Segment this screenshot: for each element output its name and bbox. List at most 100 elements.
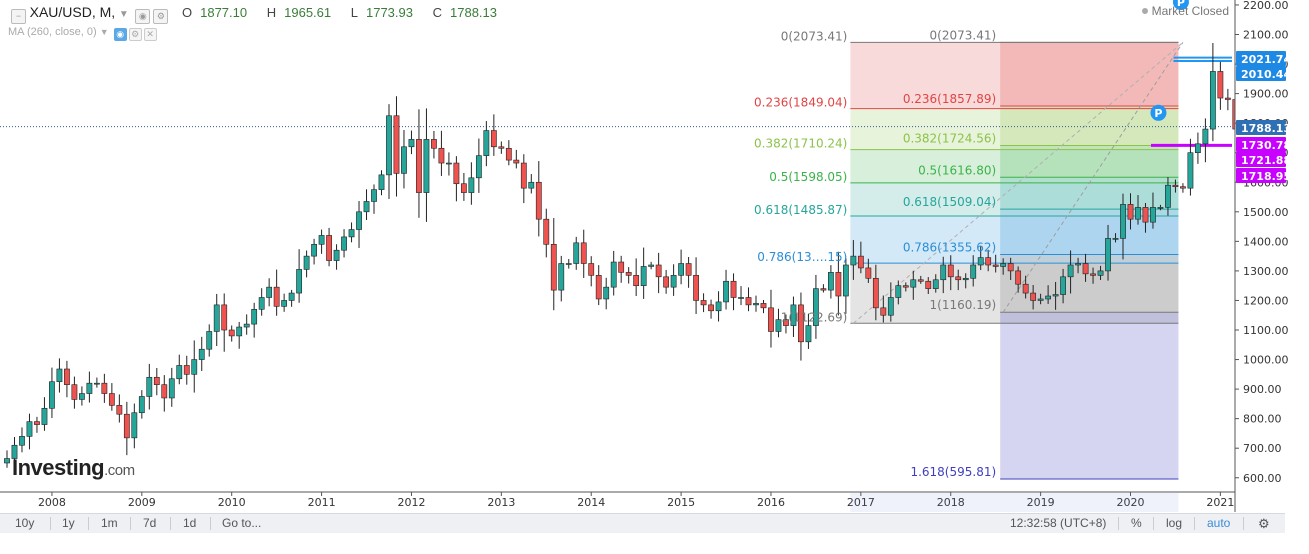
price-badge-label: 1718.95 [1241,170,1291,183]
fib-right-label: 1.618(595.81) [910,465,996,479]
price-badge [1236,120,1286,135]
chevron-down-icon[interactable]: ▼ [99,27,109,37]
candle-body [842,264,849,297]
axes: 600.00 700.00 800.00 900.00 1000.00 1100.00 12… [0,0,1309,512]
candle-body [790,304,797,326]
fib-right-label: 0.5(1616.80) [918,163,996,177]
candle-body [775,319,782,332]
candle-body [1202,128,1209,145]
candle-body [610,261,617,288]
price-badge-label: 1721.88 [1241,154,1291,167]
price-badge [1236,51,1286,66]
chart-legend: − XAU/USD, M, ▼ ◉ ⚙ O 1877.10 H 1965.61 L 17… [8,4,513,24]
candle-body [588,263,595,276]
candle-body [49,381,55,409]
price-badge-label: 2010.44 [1241,68,1291,81]
candle-body [1067,264,1074,278]
candle-body [1165,184,1171,208]
candle-body [962,277,969,281]
fib-left-label: 0.786(13….15) [757,250,847,264]
candle-body [19,436,25,446]
time-tick-label: 2015 [667,496,695,509]
close-icon[interactable]: ✕ [143,28,157,41]
settings-icon[interactable]: ⚙ [153,9,169,24]
time-tick-label: 2018 [937,496,965,509]
gear-icon[interactable]: ⚙ [128,28,142,41]
candle-body [416,139,422,193]
fib-trend-line [853,41,1184,324]
log-toggle[interactable]: log [1166,516,1183,530]
candle-body [86,382,93,394]
divider [170,517,171,530]
market-status: Market Closed [1141,4,1229,18]
goto-button[interactable]: Go to... [222,516,262,530]
candle-body [131,412,138,439]
fib-left-band [850,108,1179,150]
candle-body [910,279,917,288]
candle-body [1015,270,1022,285]
timeframe-10y[interactable]: 10y [15,516,35,530]
candle-body [1037,298,1044,301]
chevron-down-icon[interactable]: ▼ [118,9,129,20]
fib-right-band [1000,106,1179,146]
price-axis-bg [1235,0,1309,512]
collapse-icon[interactable]: − [11,9,26,24]
timeframe-1y[interactable]: 1y [62,516,75,530]
divider [1153,517,1154,530]
price-badge-label: 2021.74 [1241,53,1291,66]
candle-body [932,279,939,289]
candle-body [917,279,924,282]
candle-body [1045,295,1052,300]
candle-body [745,297,752,306]
candle-body [670,275,677,288]
divider [130,517,131,530]
candle-body [266,286,273,298]
percent-toggle[interactable]: % [1131,516,1142,530]
candle-body [1172,184,1179,187]
clock[interactable]: 12:32:58 (UTC+8) [1010,516,1107,530]
candle-body [708,304,714,312]
indicator-label[interactable]: MA (260, close, 0) [8,26,97,38]
time-tick-label: 2008 [38,496,66,509]
fib-right-label: 0.236(1857.89) [903,92,996,106]
candle-body [678,263,684,276]
indicator-legend: MA (260, close, 0) ▼ ◉ ⚙ ✕ [8,26,157,41]
gear-icon[interactable]: ⚙ [1258,516,1270,531]
fib-left-label: 0.5(1598.05) [769,170,847,184]
fib-bands [850,42,1179,479]
candle-body [79,393,85,400]
timeframe-1m[interactable]: 1m [101,516,118,530]
fib-right-label: 0.618(1509.04) [903,195,996,209]
candle-body [730,280,737,298]
candle-body [865,267,872,279]
candle-body [371,189,377,202]
candle-body [191,359,198,375]
candle-body [1007,263,1014,272]
fib-right-band [1000,254,1179,313]
candle-body [146,376,153,397]
market-status-label: Market Closed [1151,4,1229,18]
candle-body [640,266,647,286]
fib-left-band [850,42,1179,109]
candle-body [243,323,250,328]
candle-body [363,201,370,213]
fib-left-label: 0.618(1485.87) [754,203,847,217]
fib-right-band [1000,145,1179,178]
eye-icon[interactable]: ◉ [135,9,151,24]
eye-icon[interactable]: ◉ [113,28,127,41]
time-tick-label: 2009 [128,496,156,509]
fib-right-band [1000,209,1179,255]
candle-body [460,183,467,193]
symbol-label[interactable]: XAU/USD, M, [29,4,116,20]
candle-body [558,263,565,291]
candle-body [573,242,580,264]
auto-toggle[interactable]: auto [1207,516,1231,530]
timeframe-1d[interactable]: 1d [183,516,197,530]
candle-body [206,331,213,350]
candle-body [1224,97,1231,100]
fib-left-label: 0.382(1710.24) [754,137,847,151]
price-tick-label: 900.00 [1243,383,1282,396]
timeframe-7d[interactable]: 7d [143,516,157,530]
candle-body [453,162,460,185]
